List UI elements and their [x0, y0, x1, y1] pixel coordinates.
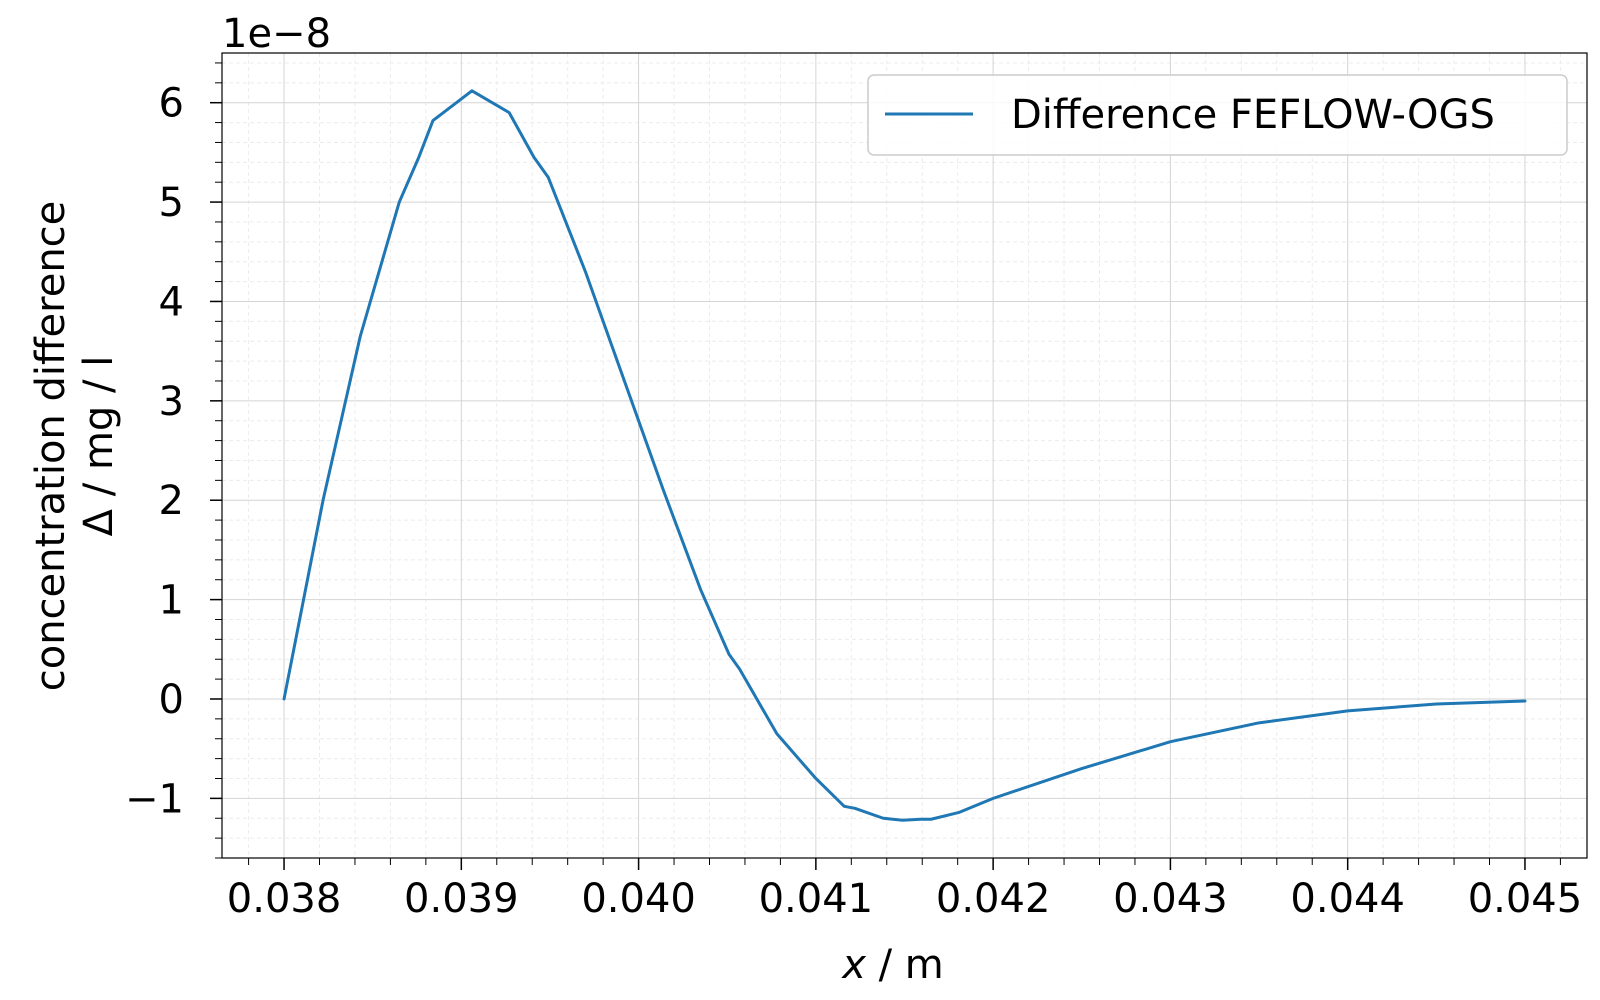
y-tick-label: 0: [159, 677, 184, 723]
x-tick-label: 0.044: [1290, 876, 1405, 922]
y-tick-label: 2: [159, 478, 184, 524]
y-tick-label: 3: [159, 379, 184, 425]
y-axis-ticks: −1 0 1 2 3 4 5 6: [125, 62, 222, 859]
x-axis-unit: / m: [866, 942, 944, 988]
plot-frame: [221, 52, 1588, 859]
legend: Difference FEFLOW-OGS: [867, 74, 1568, 156]
y-axis-label-line2: Δ / mg / l: [76, 356, 122, 537]
y-offset-text: 1e−8: [222, 11, 331, 57]
x-tick-label: 0.043: [1113, 876, 1228, 922]
x-axis-label: x / m: [840, 942, 944, 988]
y-axis-label-line1: concentration difference: [28, 201, 74, 692]
x-tick-label: 0.042: [936, 876, 1051, 922]
legend-label: Difference FEFLOW-OGS: [1011, 92, 1495, 138]
legend-box: [867, 74, 1568, 156]
series-layer: [282, 89, 1527, 822]
x-tick-label: 0.039: [404, 876, 519, 922]
x-tick-label: 0.038: [227, 876, 342, 922]
x-axis-var: x: [840, 942, 866, 988]
x-tick-label: 0.041: [759, 876, 874, 922]
y-axis-label-group: concentration difference Δ / mg / l: [28, 201, 122, 692]
minor-grid: [222, 53, 1587, 859]
y-tick-label: 1: [159, 578, 184, 624]
series-line: [282, 89, 1527, 822]
x-axis-ticks: 0.038 0.039 0.040 0.041 0.042 0.043 0.044 0.045: [227, 858, 1582, 922]
x-tick-label: 0.045: [1468, 876, 1583, 922]
y-tick-label: 5: [159, 180, 184, 226]
y-tick-label: −1: [125, 776, 184, 822]
y-tick-label: 6: [159, 81, 184, 127]
major-grid: [222, 53, 1587, 858]
x-tick-label: 0.040: [581, 876, 696, 922]
y-tick-label: 4: [159, 279, 184, 325]
